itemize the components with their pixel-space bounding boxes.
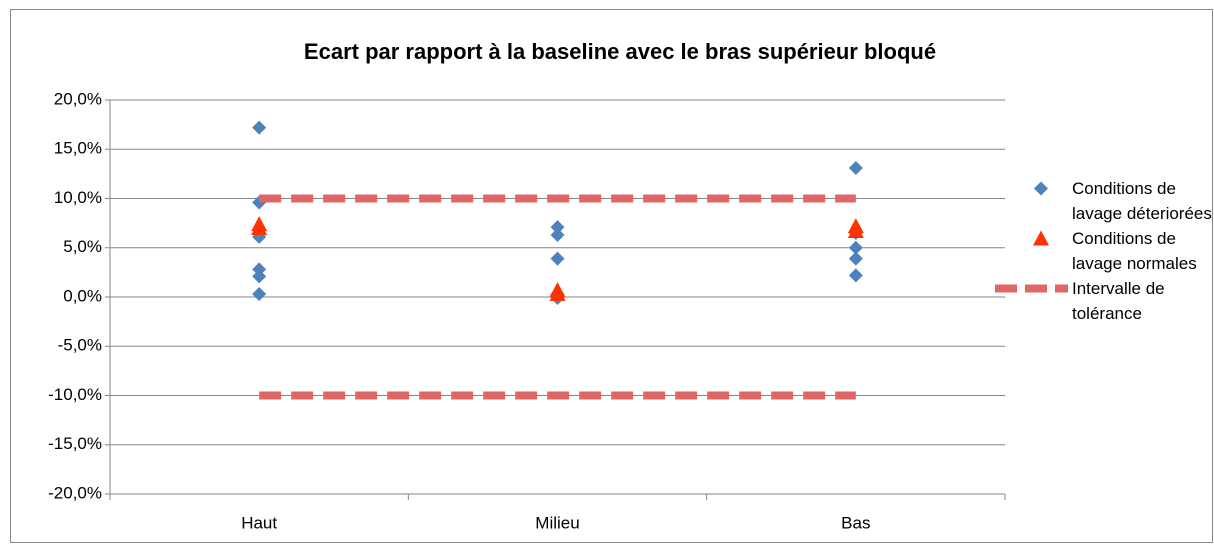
y-tick-label: -15,0% [48,434,102,453]
diamond-marker [252,120,267,135]
legend-label: Conditions de lavage déteriorées [1072,179,1212,223]
legend-item: Conditions de lavage déteriorées [990,176,1214,226]
chart-frame [10,9,1213,543]
triangle-marker [1033,230,1049,246]
diamond-marker [848,160,863,175]
legend-item: Intervalle de tolérance [990,276,1214,326]
y-tick-label: -5,0% [58,336,102,355]
legend-icon [995,284,1068,293]
y-tick-label: 20,0% [54,89,102,108]
x-tick-label: Bas [841,513,870,532]
legend-icon [1034,181,1048,196]
y-tick-label: -20,0% [48,483,102,502]
diamond-marker [848,268,863,283]
chart-title: Ecart par rapport à la baseline avec le … [304,39,936,64]
legend-label: Intervalle de tolérance [1072,279,1165,323]
triangle-marker [251,220,268,236]
diamond-marker [252,287,267,302]
y-tick-label: 0,0% [63,286,102,305]
y-tick-label: 5,0% [63,237,102,256]
triangle-marker [847,223,864,239]
diamond-marker [550,220,565,235]
y-tick-label: 15,0% [54,139,102,158]
x-tick-label: Haut [241,513,277,532]
diamond-marker [1034,181,1048,196]
y-tick-label: -10,0% [48,385,102,404]
legend: Conditions de lavage déteriorées Conditio… [990,176,1214,326]
legend-label: Conditions de lavage normales [1072,229,1197,273]
diamond-marker [550,251,565,266]
legend-item: Conditions de lavage normales [990,226,1214,276]
diamond-marker [550,227,565,242]
triangle-marker [549,286,566,302]
diamond-marker [848,240,863,255]
diamond-marker [848,251,863,266]
y-tick-label: 10,0% [54,188,102,207]
x-tick-label: Milieu [535,513,579,532]
diamond-marker [252,269,267,284]
legend-icon [1033,230,1049,246]
